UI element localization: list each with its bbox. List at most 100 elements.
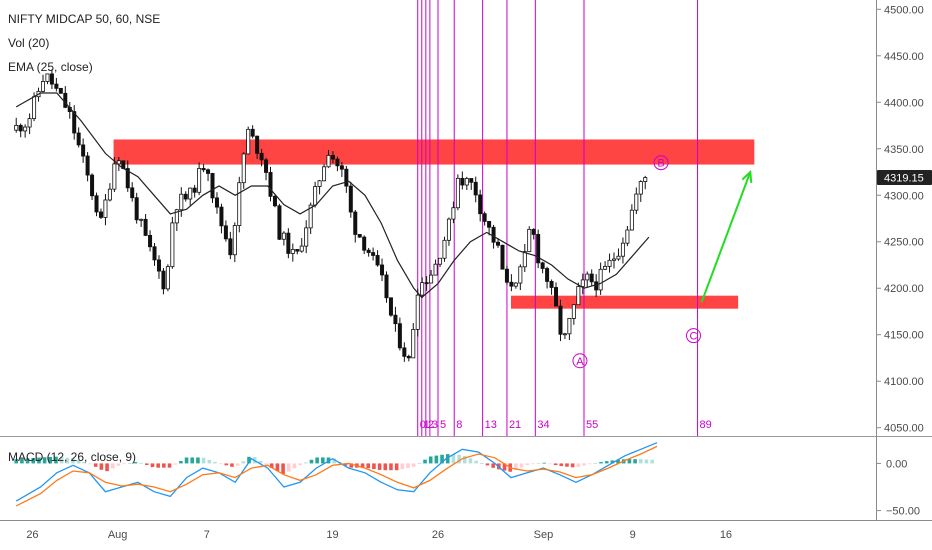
- candle-body: [540, 262, 545, 269]
- wave-label: A: [576, 356, 584, 368]
- candle-body: [491, 226, 496, 243]
- macd-histogram-bar: [519, 463, 524, 468]
- candle-body: [63, 92, 68, 108]
- time-axis[interactable]: 26 Aug 7 19 26 Sep 9 16: [0, 520, 932, 542]
- candle-body: [268, 172, 273, 197]
- candle-body: [473, 181, 478, 196]
- macd-histogram-bar: [548, 463, 552, 465]
- macd-histogram-bar: [286, 463, 291, 472]
- macd-histogram-bar: [434, 455, 439, 464]
- candle-body: [469, 178, 474, 183]
- macd-histogram-bar: [417, 463, 422, 465]
- macd-histogram-bar: [133, 462, 138, 464]
- macd-histogram-bar: [616, 459, 620, 464]
- fib-time-label: 55: [586, 419, 598, 431]
- macd-histogram-bar: [156, 463, 160, 468]
- candle-body: [527, 228, 532, 252]
- macd-histogram-bar: [411, 463, 416, 467]
- macd-histogram-bar: [48, 456, 53, 464]
- macd-indicator-label[interactable]: MACD (12, 26, close, 9): [8, 450, 136, 464]
- candle-body: [313, 186, 318, 206]
- macd-histogram-bar: [213, 461, 217, 464]
- candle-body: [210, 173, 215, 199]
- candle-body: [518, 266, 523, 284]
- macd-histogram-bar: [570, 463, 575, 468]
- candle-body: [353, 211, 358, 235]
- candle-body: [317, 180, 322, 187]
- macd-histogram-bar: [366, 463, 371, 469]
- price-tick-label: 4450.00: [884, 51, 924, 63]
- wave-label: B: [657, 158, 664, 170]
- candle-body: [183, 193, 188, 200]
- candle-body: [299, 245, 304, 252]
- macd-histogram-bar: [275, 463, 280, 472]
- symbol-title[interactable]: NIFTY MIDCAP 50, 60, NSE: [8, 12, 160, 26]
- candle-body: [634, 193, 639, 211]
- macd-histogram-bar: [321, 457, 325, 464]
- macd-histogram-bar: [587, 463, 592, 465]
- macd-histogram-bar: [593, 462, 598, 464]
- macd-histogram-bar: [93, 463, 98, 467]
- candle-body: [152, 246, 157, 261]
- time-tick-label: Sep: [534, 529, 554, 541]
- candle-body: [446, 218, 451, 241]
- time-tick-label: 26: [26, 529, 38, 541]
- macd-histogram-bar: [309, 459, 314, 464]
- macd-histogram-bar: [610, 460, 615, 464]
- candle-body: [536, 234, 541, 264]
- chart-legend: NIFTY MIDCAP 50, 60, NSE Vol (20) EMA (2…: [8, 12, 160, 74]
- macd-histogram-bar: [423, 459, 427, 464]
- wave-circle: [572, 353, 588, 369]
- macd-histogram-bar: [474, 460, 478, 464]
- candle-body: [192, 187, 197, 193]
- candle-body: [23, 126, 28, 132]
- candle-body: [94, 195, 99, 213]
- candle-body: [411, 329, 416, 359]
- candle-body: [585, 273, 590, 281]
- macd-histogram-bar: [480, 463, 484, 464]
- ema-indicator-label[interactable]: EMA (25, close): [8, 60, 93, 74]
- candle-body: [460, 177, 465, 186]
- macd-histogram-bar: [235, 463, 240, 466]
- candle-body: [571, 304, 576, 319]
- candle-body: [219, 206, 224, 227]
- macd-histogram-bar: [264, 463, 268, 465]
- candle-body: [264, 159, 269, 173]
- candle-body: [107, 188, 112, 201]
- macd-histogram-bar: [604, 461, 609, 464]
- candle-body: [49, 73, 54, 85]
- macd-histogram-bar: [440, 454, 444, 464]
- candle-body: [531, 228, 536, 235]
- macd-histogram-bar: [162, 463, 166, 468]
- candle-body: [598, 268, 603, 291]
- macd-histogram-bar: [127, 462, 132, 464]
- macd-histogram-bar: [565, 463, 569, 467]
- macd-histogram-bar: [42, 457, 47, 464]
- macd-histogram-bar: [76, 460, 81, 464]
- candle-body: [509, 281, 514, 287]
- macd-histogram-bar: [116, 463, 121, 466]
- candle-body: [76, 132, 81, 146]
- candle-body: [589, 273, 594, 283]
- candle-body: [625, 229, 630, 244]
- candle-body: [161, 270, 166, 290]
- candle-body: [290, 249, 295, 254]
- macd-histogram-bar: [31, 457, 36, 464]
- macd-histogram-bar: [531, 463, 535, 465]
- candle-body: [139, 218, 144, 221]
- macd-histogram-bar: [502, 463, 507, 471]
- vol-indicator-label[interactable]: Vol (20): [8, 36, 49, 50]
- candle-body: [442, 239, 447, 259]
- macd-histogram-bar: [599, 462, 603, 464]
- time-tick-label: 26: [432, 529, 444, 541]
- macd-histogram-bar: [269, 463, 274, 469]
- candle-body: [402, 347, 407, 357]
- macd-histogram-bar: [241, 461, 246, 464]
- candle-body: [130, 187, 135, 199]
- macd-histogram-bar: [553, 463, 558, 466]
- candle-body: [14, 124, 19, 131]
- macd-histogram-bar: [190, 457, 195, 464]
- price-axis[interactable]: 4050.00 4100.00 4150.00 4200.00 4250.00 4300.…: [876, 0, 932, 520]
- candle-body: [179, 193, 184, 211]
